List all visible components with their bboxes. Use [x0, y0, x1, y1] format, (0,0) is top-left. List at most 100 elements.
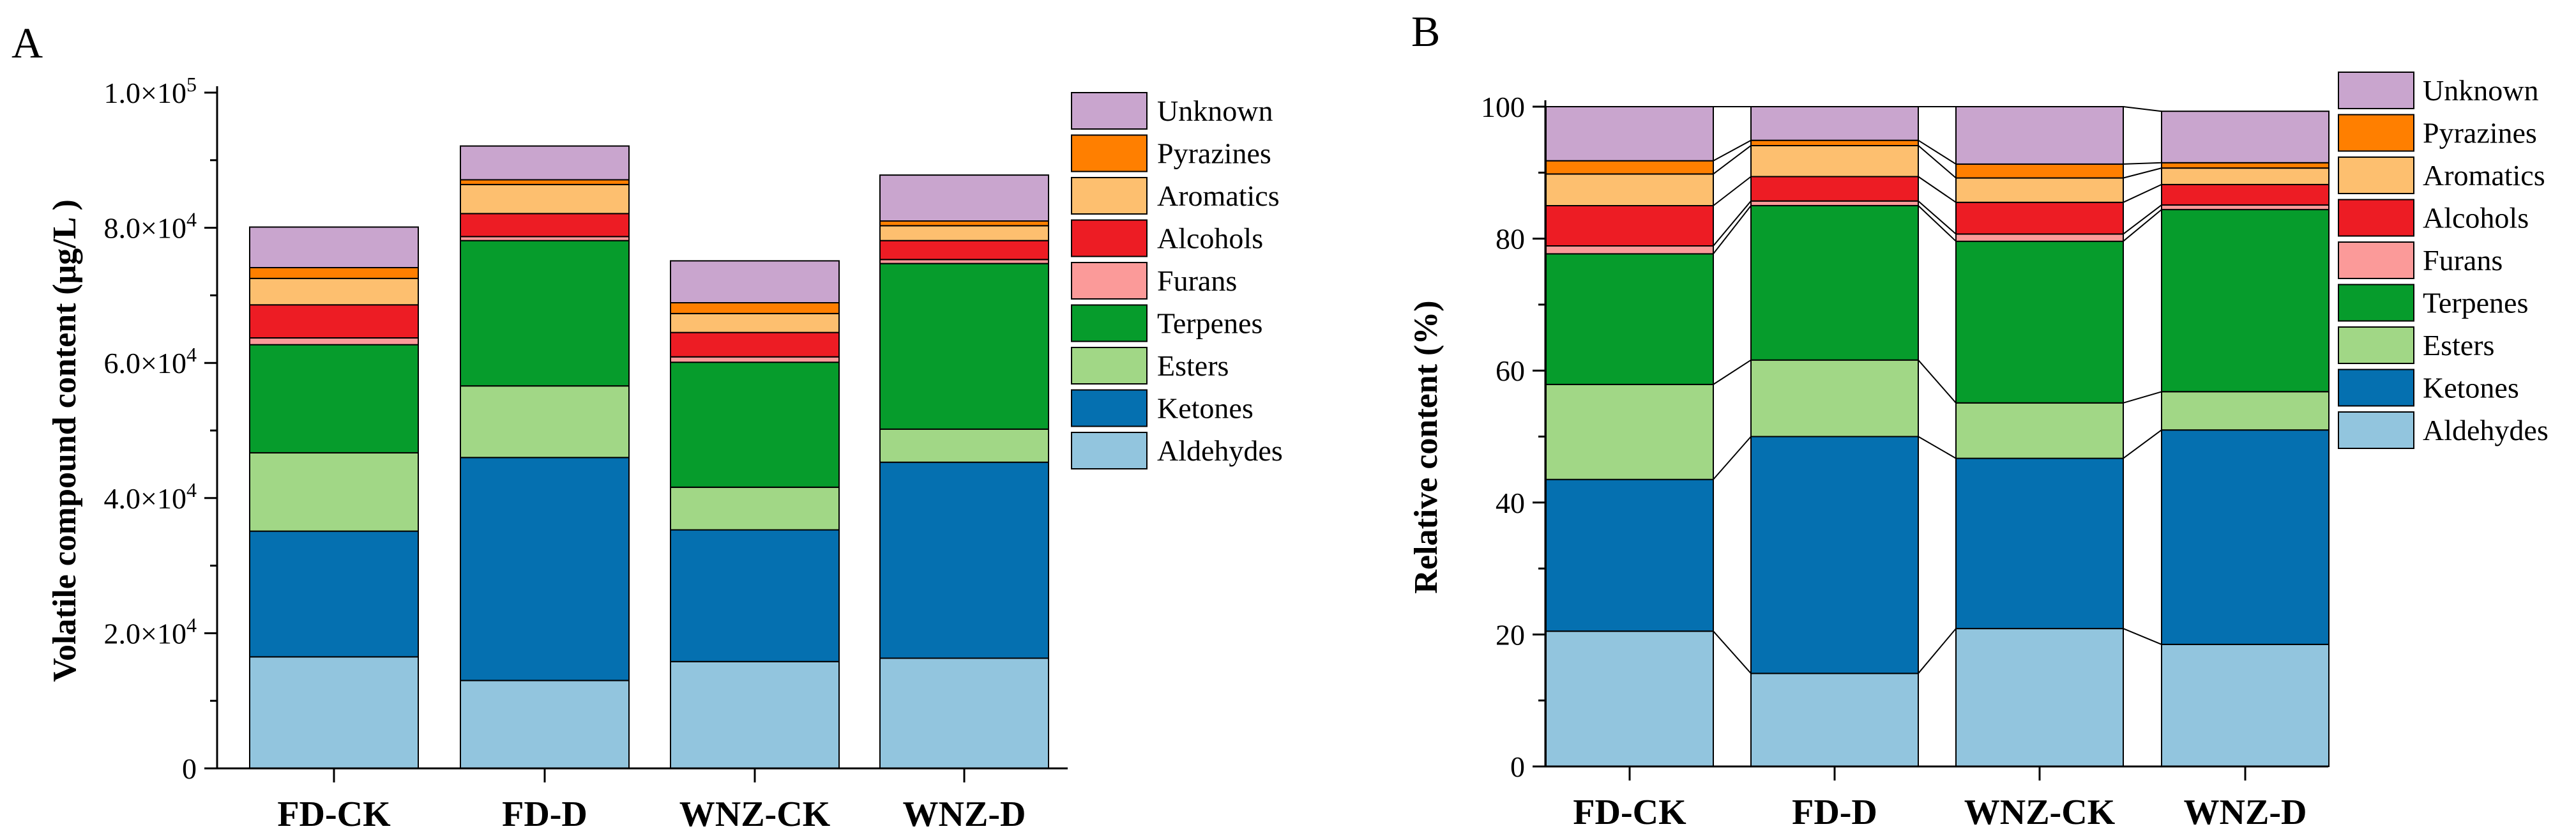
legend-swatch-aromatics	[2338, 156, 2414, 194]
connector-line	[1713, 176, 1752, 206]
bar-segment-aromatics-fd-d	[460, 183, 630, 215]
connector-line	[1713, 205, 1752, 255]
bar-segment-terpenes-fd-d	[1750, 205, 1919, 361]
bar-segment-pyrazines-wnz-ck	[1955, 163, 2124, 179]
bar-segment-terpenes-wnz-ck	[670, 362, 840, 488]
connector-line	[2123, 162, 2162, 165]
y-tick-label: 80	[1496, 223, 1525, 255]
legend-swatch-pyrazines	[1071, 134, 1148, 172]
legend-label-esters: Esters	[2423, 329, 2494, 362]
bar-segment-esters-wnz-d	[879, 428, 1049, 463]
connector-line	[2123, 204, 2162, 235]
bar-segment-terpenes-wnz-d	[2161, 209, 2330, 393]
bar-segment-pyrazines-fd-d	[1750, 139, 1919, 146]
bar-segment-pyrazines-wnz-ck	[670, 302, 840, 314]
connector-line	[2123, 391, 2162, 404]
legend-label-alcohols: Alcohols	[1157, 222, 1263, 255]
y-tick-label: 100	[1481, 91, 1525, 123]
bar-segment-ketones-fd-d	[460, 457, 630, 682]
panel-a-legend: Unknown Pyrazines Aromatics Alcohols Furans T…	[1071, 92, 1283, 469]
bar-segment-pyrazines-fd-ck	[1545, 160, 1714, 175]
legend-label-aldehydes: Aldehydes	[1157, 434, 1283, 467]
bar-segment-alcohols-fd-d	[460, 213, 630, 238]
bar-segment-aldehydes-fd-d	[460, 680, 630, 769]
legend-swatch-esters	[2338, 326, 2414, 364]
legend-label-unknown: Unknown	[2423, 74, 2538, 107]
legend-label-unknown: Unknown	[1157, 95, 1273, 127]
legend-swatch-unknown	[1071, 92, 1148, 130]
y-tick-label: 40	[1496, 487, 1525, 519]
bar-segment-unknown-fd-d	[1750, 106, 1919, 141]
panel-a-y-axis-title: Volatile compound content (μg/L )	[47, 199, 83, 682]
connector-line	[2123, 628, 2162, 645]
bar-segment-furans-fd-ck	[1545, 245, 1714, 255]
panel-b-axis: 0 20 40 60 80 100 FD-CK FD-D WNZ-CK WNZ-D	[1481, 91, 2328, 832]
bar-segment-terpenes-wnz-d	[879, 263, 1049, 430]
bar-segment-alcohols-wnz-d	[2161, 183, 2330, 206]
y-tick-label: 1.0×105	[104, 73, 197, 109]
bar-segment-esters-wnz-ck	[1955, 402, 2124, 459]
bar-segment-aldehydes-wnz-d	[2161, 643, 2330, 768]
connector-line	[1918, 436, 1957, 459]
bar-segment-ketones-wnz-d	[879, 461, 1049, 659]
bar-segment-alcohols-fd-d	[1750, 176, 1919, 202]
bar-segment-terpenes-fd-ck	[249, 344, 419, 453]
legend-label-ketones: Ketones	[1157, 392, 1254, 425]
bar-segment-ketones-wnz-ck	[670, 529, 840, 662]
connector-line	[1713, 630, 1752, 674]
connector-line	[1713, 201, 1752, 247]
bar-segment-ketones-wnz-d	[2161, 429, 2330, 645]
category-label-wnz-d: WNZ-D	[2184, 793, 2307, 832]
panel-b-y-axis-title: Relative content (%)	[1408, 300, 1444, 593]
connector-line	[1713, 359, 1752, 385]
connector-line	[1713, 145, 1752, 175]
bar-segment-esters-fd-d	[1750, 359, 1919, 438]
y-tick-label: 60	[1496, 354, 1525, 387]
y-tick-label: 4.0×104	[104, 478, 197, 515]
legend-swatch-furans	[2338, 241, 2414, 279]
bar-segment-esters-wnz-d	[2161, 391, 2330, 431]
y-tick-label: 20	[1496, 618, 1525, 651]
legend-swatch-alcohols	[2338, 199, 2414, 237]
bar-segment-furans-wnz-ck	[670, 356, 840, 363]
y-tick-label: 6.0×104	[104, 343, 197, 379]
legend-swatch-ketones	[1071, 389, 1148, 427]
legend-label-terpenes: Terpenes	[2423, 287, 2528, 319]
connector-line	[1918, 139, 1957, 165]
bar-segment-pyrazines-wnz-d	[879, 220, 1049, 227]
panel-b-legend: Unknown Pyrazines Aromatics Alcohols Furans T…	[2338, 72, 2549, 449]
legend-label-pyrazines: Pyrazines	[1157, 137, 1271, 170]
bar-segment-furans-fd-d	[1750, 200, 1919, 206]
bar-segment-pyrazines-fd-ck	[249, 267, 419, 279]
bar-segment-aldehydes-fd-ck	[249, 656, 419, 770]
legend-swatch-pyrazines	[2338, 114, 2414, 152]
legend-swatch-aldehydes	[1071, 432, 1148, 469]
bar-segment-furans-fd-ck	[249, 337, 419, 346]
bar-segment-alcohols-fd-ck	[1545, 205, 1714, 247]
legend-swatch-esters	[1071, 347, 1148, 385]
panel-b-relative-content-chart: B Relative content (%) 0 20 40 60 80 100 FD-CK…	[1408, 7, 2549, 832]
bar-segment-alcohols-fd-ck	[249, 304, 419, 339]
category-label-fd-ck: FD-CK	[1573, 793, 1686, 832]
bar-segment-unknown-fd-ck	[249, 226, 419, 268]
legend-swatch-aromatics	[1071, 177, 1148, 215]
bar-segment-unknown-fd-d	[460, 145, 630, 181]
connector-line	[1918, 176, 1957, 203]
bar-segment-esters-fd-ck	[1545, 383, 1714, 480]
bar-segment-furans-wnz-d	[2161, 204, 2330, 211]
y-tick-label: 8.0×104	[104, 208, 197, 245]
bar-segment-esters-fd-ck	[249, 452, 419, 532]
panel-a-bars	[249, 145, 1049, 770]
legend-label-aromatics: Aromatics	[1157, 179, 1280, 212]
legend-swatch-alcohols	[1071, 219, 1148, 257]
panel-b-bars	[1545, 106, 2330, 768]
category-label-wnz-ck: WNZ-CK	[679, 795, 831, 834]
legend-swatch-terpenes	[2338, 284, 2414, 322]
bar-segment-aromatics-fd-ck	[249, 278, 419, 306]
panel-a-letter: A	[11, 19, 43, 67]
connector-line	[2123, 429, 2162, 459]
panel-b-letter: B	[1411, 7, 1440, 56]
bar-segment-ketones-fd-d	[1750, 436, 1919, 674]
legend-label-esters: Esters	[1157, 349, 1229, 382]
bar-segment-terpenes-fd-d	[460, 240, 630, 387]
